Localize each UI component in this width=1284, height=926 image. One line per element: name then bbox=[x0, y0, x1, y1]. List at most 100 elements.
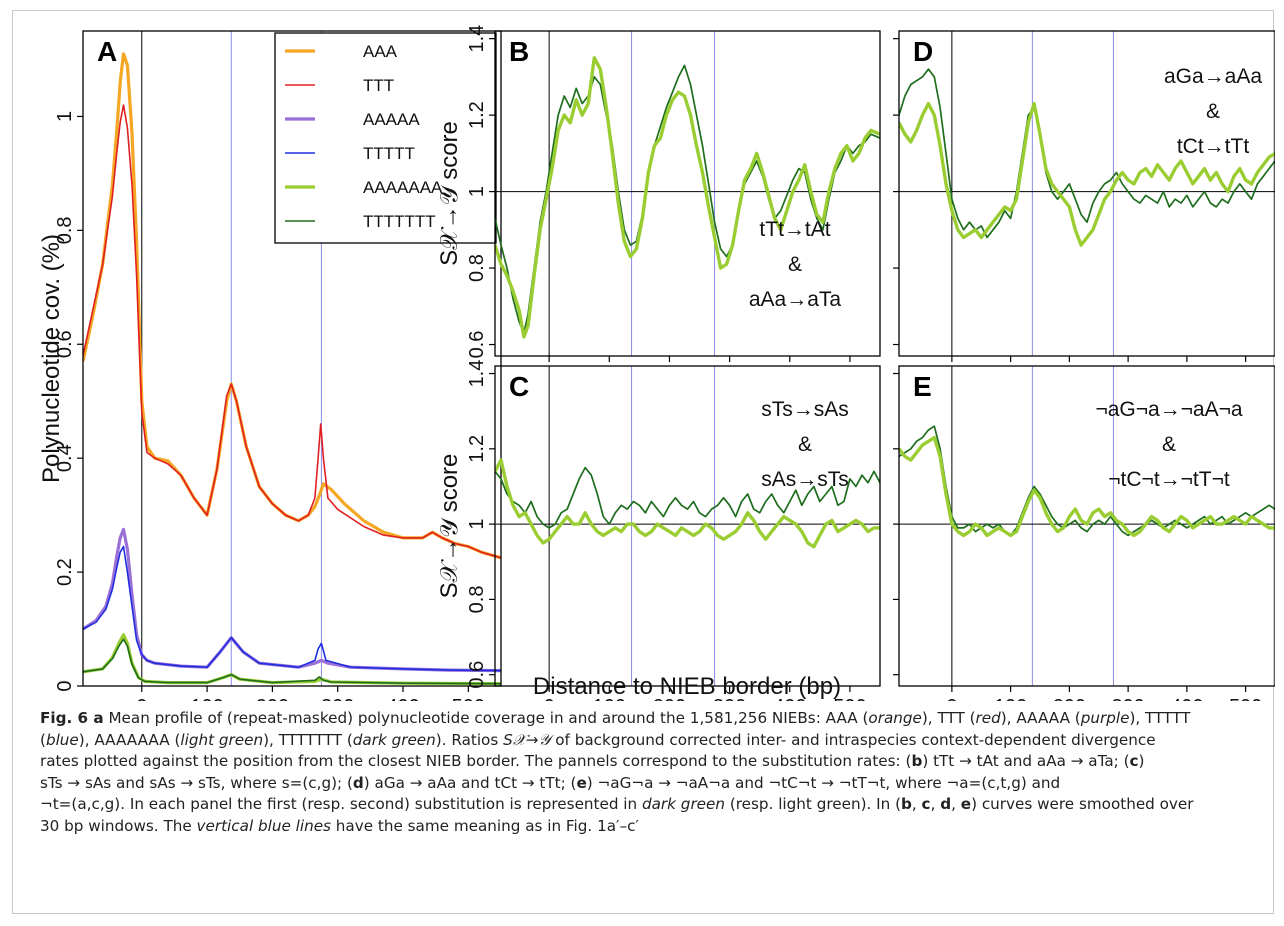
x-tick-label: 400 bbox=[386, 696, 419, 701]
x-tick-label: 500 bbox=[1229, 696, 1262, 701]
series-line-light bbox=[899, 101, 1275, 247]
panel-a: A 0 0.2 0.4 0.6 0.8 1 0 100 200 300 400 500 Polynucle… bbox=[38, 30, 502, 701]
panel-annotation: & bbox=[1206, 100, 1220, 123]
figure-frame: A 0 0.2 0.4 0.6 0.8 1 0 100 200 300 400 500 Polynucle… bbox=[12, 10, 1275, 914]
x-tick-label: 0 bbox=[136, 696, 147, 701]
panel-c: C 0.6 0.8 1 1.2 1.4 0 100 200 300 400 500 S𝒳→𝒴 score… bbox=[436, 360, 881, 701]
caption-em: dark green bbox=[641, 795, 725, 813]
x-tick-label: 0 bbox=[544, 696, 555, 701]
x-axis-label: Distance to NIEB border (bp) bbox=[533, 673, 841, 700]
figure-caption: Fig. 6 a Mean profile of (repeat-masked)… bbox=[40, 709, 1194, 835]
panel-annotation: & bbox=[788, 253, 802, 276]
caption-text: of background corrected inter- and intra… bbox=[550, 730, 1156, 749]
caption-text: sTs → sAs and sAs → sTs, where s=(c,g); … bbox=[40, 773, 353, 792]
panel-annotation: aAa→aTa bbox=[749, 288, 842, 311]
legend-entry: AAAAAAA bbox=[363, 178, 443, 197]
panel-annotation: tCt→tTt bbox=[1177, 135, 1249, 158]
plot-frame bbox=[494, 365, 881, 687]
legend: AAA TTT AAAAA TTTTT AAAAAAA TTTTTTT bbox=[274, 32, 497, 244]
x-tick-label: 500 bbox=[833, 696, 866, 701]
y-tick-label: 1 bbox=[466, 519, 488, 530]
y-tick-label: 1.2 bbox=[466, 101, 488, 129]
y-tick-label: 1 bbox=[466, 186, 488, 197]
x-tick-label: 300 bbox=[1111, 696, 1144, 701]
caption-em: light green bbox=[180, 730, 264, 749]
legend-entry: TTTTTTT bbox=[363, 212, 436, 231]
series-line-ttt bbox=[83, 104, 501, 559]
y-axis-label: S𝒳→𝒴 score bbox=[436, 121, 463, 266]
x-tick-label: 400 bbox=[773, 696, 806, 701]
y-tick-label: 0.8 bbox=[466, 586, 488, 614]
series-line-light bbox=[899, 435, 1275, 538]
series-line-dark bbox=[899, 68, 1275, 239]
plot-frame bbox=[898, 30, 1275, 357]
panel-letter: D bbox=[913, 36, 933, 67]
x-tick-label: 100 bbox=[190, 696, 223, 701]
x-tick-label: 400 bbox=[1170, 696, 1203, 701]
panel-letter: A bbox=[97, 36, 117, 67]
panel-b: B 0.6 0.8 1 1.2 1.4 S𝒳→𝒴 score tTt→tAt & aAa→aTa bbox=[436, 25, 881, 362]
legend-box bbox=[274, 32, 497, 244]
panel-annotation: tTt→tAt bbox=[759, 218, 830, 241]
series-line-ttttttt bbox=[83, 638, 501, 685]
caption-text: ) ¬aG¬a → ¬aA¬a and ¬tC¬t → ¬tT¬t, where… bbox=[586, 773, 1061, 792]
legend-entry: TTTTT bbox=[363, 144, 415, 163]
caption-text: ) bbox=[1138, 752, 1145, 770]
plot-frame bbox=[898, 365, 1275, 687]
caption-text: ) aGa → aAa and tCt → tTt; ( bbox=[363, 773, 577, 792]
caption-text: ) curves were smoothed over bbox=[971, 795, 1194, 813]
series-line-dark bbox=[899, 425, 1275, 537]
x-tick-label: 200 bbox=[256, 696, 289, 701]
series-line-light bbox=[495, 56, 880, 339]
caption-text: ¬t=(a,c,g). In each panel the first (res… bbox=[40, 795, 642, 813]
y-tick-label: 0.2 bbox=[54, 558, 76, 586]
y-tick-label: 1.2 bbox=[466, 435, 488, 463]
panel-annotation: ¬tC¬t→¬tT¬t bbox=[1108, 468, 1230, 491]
caption-text: ) tTt → tAt and aAa → aTa; ( bbox=[922, 752, 1130, 770]
y-tick-label: 0.4 bbox=[54, 444, 76, 472]
caption-text: ), AAAAA ( bbox=[1000, 709, 1081, 727]
panel-annotation: sTs→sAs bbox=[761, 398, 849, 421]
x-tick-label: 100 bbox=[994, 696, 1027, 701]
caption-em: orange bbox=[868, 709, 922, 727]
y-axis-label: S𝒳→𝒴 score bbox=[436, 454, 463, 599]
x-tick-label: 200 bbox=[1053, 696, 1086, 701]
caption-text: Mean profile of (repeat-masked) polynucl… bbox=[103, 709, 869, 727]
panel-annotation: sAs→sTs bbox=[761, 468, 849, 491]
panel-letter: B bbox=[509, 36, 529, 67]
y-tick-label: 0.6 bbox=[466, 661, 488, 689]
caption-text: rates plotted against the position from … bbox=[40, 752, 912, 770]
caption-text: ), AAAAAAA ( bbox=[78, 730, 181, 749]
caption-em: purple bbox=[1080, 709, 1130, 727]
x-tick-label: 200 bbox=[653, 696, 686, 701]
x-tick-label: 500 bbox=[452, 696, 485, 701]
y-tick-label: 0.8 bbox=[466, 254, 488, 282]
x-tick-label: 0 bbox=[946, 696, 957, 701]
panel-e: E 0 100 200 300 400 500 ¬aG¬a→¬aA¬a & ¬tC¬t→¬tT¬t bbox=[893, 365, 1275, 701]
caption-em: vertical blue lines bbox=[196, 816, 331, 835]
y-tick-label: 1.4 bbox=[466, 25, 488, 53]
y-tick-label: 1 bbox=[54, 111, 76, 122]
plot-frame bbox=[494, 30, 881, 357]
caption-em: blue bbox=[45, 730, 79, 749]
x-tick-label: 300 bbox=[713, 696, 746, 701]
y-tick-label: 0.8 bbox=[54, 216, 76, 244]
y-axis-label: Polynucleotide cov. (%) bbox=[38, 234, 65, 483]
panel-annotation: & bbox=[1162, 433, 1176, 456]
series-line-dark bbox=[495, 466, 880, 529]
figure-canvas: A 0 0.2 0.4 0.6 0.8 1 0 100 200 300 400 500 Polynucle… bbox=[38, 25, 1275, 701]
panel-annotation: & bbox=[798, 433, 812, 456]
y-tick-label: 0.6 bbox=[54, 330, 76, 358]
panel-letter: C bbox=[509, 371, 529, 402]
caption-text: 30 bp windows. The bbox=[40, 816, 197, 835]
caption-em: red bbox=[975, 709, 1001, 727]
legend-entry: AAA bbox=[363, 42, 398, 61]
y-tick-label: 0.6 bbox=[466, 331, 488, 359]
series-line-ttttt bbox=[83, 545, 501, 672]
x-tick-label: 100 bbox=[593, 696, 626, 701]
caption-em: dark green bbox=[352, 730, 436, 749]
caption-lead: Fig. 6 bbox=[40, 709, 89, 727]
plot-frame bbox=[82, 30, 502, 687]
legend-entry: AAAAA bbox=[363, 110, 420, 129]
caption-text: ). Ratios bbox=[435, 730, 504, 749]
